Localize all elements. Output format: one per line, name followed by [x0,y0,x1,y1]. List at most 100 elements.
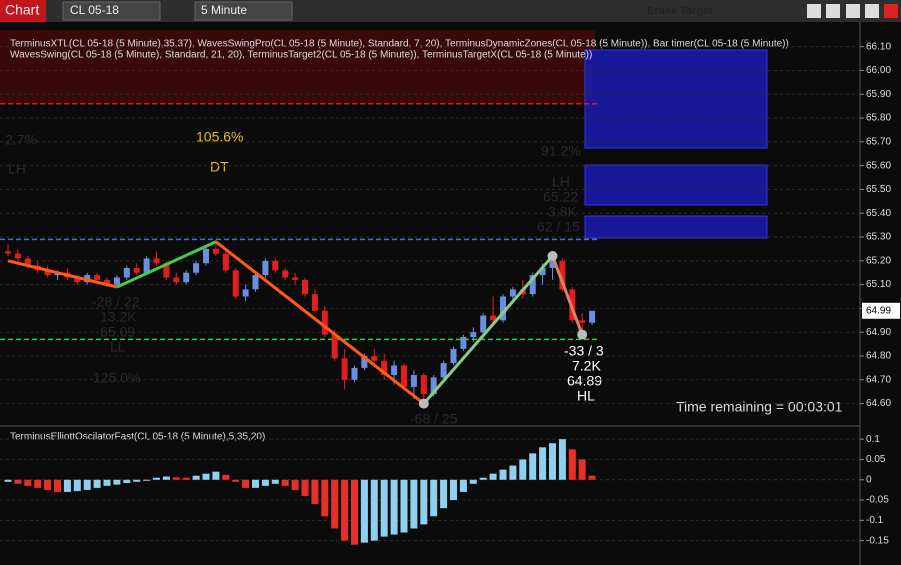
time-remaining: Time remaining = 00:03:01 [676,399,843,415]
y-tick-label: 65.70 [866,136,891,147]
candle-body [311,294,318,311]
oscillator-bar [440,479,448,509]
oscillator-bar [162,476,170,480]
annotation: 125.0% [93,370,140,386]
window-btn[interactable] [865,4,879,18]
candle-body [212,248,219,254]
candle-body [232,270,239,297]
candle-body [74,277,81,283]
oscillator-bar [291,479,299,490]
y-tick-label: 65.40 [866,208,891,219]
instrument-select[interactable] [62,1,161,21]
toolbar: Chart CL 05-18 5 Minute Erase Target [0,0,901,22]
annotation: 65.22 [543,189,578,205]
candle-body [14,253,21,259]
indicator-label: WavesSwing(CL 05-18 (5 Minute), Standard… [10,50,592,61]
annotation: LH [8,161,26,177]
candle-body [450,348,457,364]
candle-body [183,272,190,283]
swing-point [418,398,429,409]
swing-segment [116,240,217,289]
oscillator-bar [558,439,566,480]
y-tick-label: 65.90 [866,89,891,100]
price-marker-label: 64.99 [866,305,891,316]
oscillator-bar [153,477,160,480]
oscillator-bar [261,479,269,486]
oscillator-bar [568,449,576,480]
swing-point [547,251,558,262]
candle-body [104,279,110,285]
candle-body [262,260,269,276]
oscillator-bar [212,471,220,480]
oscillator-bar [539,447,547,480]
candle-body [430,377,437,395]
candle-body [529,275,536,295]
candle-body [500,296,506,321]
annotation: 13.2K [100,309,137,325]
candle-body [242,289,249,297]
candle-body [579,320,586,323]
oscillator-bar [370,479,378,541]
oscillator-bar [301,479,309,496]
y-tick-label: 65.50 [866,184,891,195]
candle-body [272,260,279,271]
oscillator-bar [172,477,180,480]
price-marker [862,302,900,319]
y-tick-label: 64.90 [866,327,891,338]
oscillator-bar [281,479,289,486]
swing-segment [422,255,554,405]
chart-tab[interactable] [0,0,46,22]
oscillator-bar [252,479,259,488]
y-tick-label: 64.70 [866,374,891,385]
y-tick-label: 66.10 [866,41,891,52]
oscillator-bar [380,479,388,537]
erase-target[interactable]: Erase Target [647,5,713,17]
candle-body [361,355,368,368]
oscillator-bar [192,475,200,480]
candle-body [222,253,229,271]
window-btn[interactable] [846,4,860,18]
annotation: -33 / 3 [564,343,604,359]
target-zones [584,49,768,239]
y-tick-label: 64.80 [866,351,891,362]
oscillator-bar [202,473,210,480]
close-btn[interactable] [884,4,898,18]
candle-body [292,277,299,280]
candle-body [509,289,516,297]
oscillator-bar [459,479,467,492]
candle-body [539,267,546,276]
candle-body [143,258,150,273]
oscillator-bar [54,479,61,492]
candle-body [559,260,566,290]
indicator-label: TerminusXTL(CL 05-18 (5 Minute),35,37), … [10,39,789,50]
oscillator-bar [430,479,438,517]
y-tick-label: 65.10 [866,279,891,290]
oscillator-bar [271,479,279,484]
window-btn[interactable] [807,4,821,18]
swing-segment [551,255,584,336]
candle-body [153,258,160,264]
zone [584,215,768,239]
oscillator-bar [351,479,358,545]
interval-select[interactable] [194,1,293,21]
candle-body [252,275,259,290]
candle-body [470,332,477,337]
oscillator-bar [529,453,537,480]
oscillator-bar [44,479,52,490]
candle-body [341,358,348,380]
oscillator-bar [400,479,408,533]
candle-body [302,279,308,295]
window-btn[interactable] [826,4,840,18]
y-tick-label: 66.00 [866,65,891,76]
candle-body [420,375,427,395]
oscillator-bar [232,479,240,482]
annotation: 91.2% [541,143,581,159]
chart-tab-label: Chart [5,2,39,18]
candle-body [331,334,338,359]
annotation: -68 / 25 [410,411,458,427]
oscillator-bar [4,479,12,482]
y-tick-label: -0.05 [866,495,889,506]
candle-body [401,365,407,387]
y-tick-label: 65.60 [866,160,891,171]
